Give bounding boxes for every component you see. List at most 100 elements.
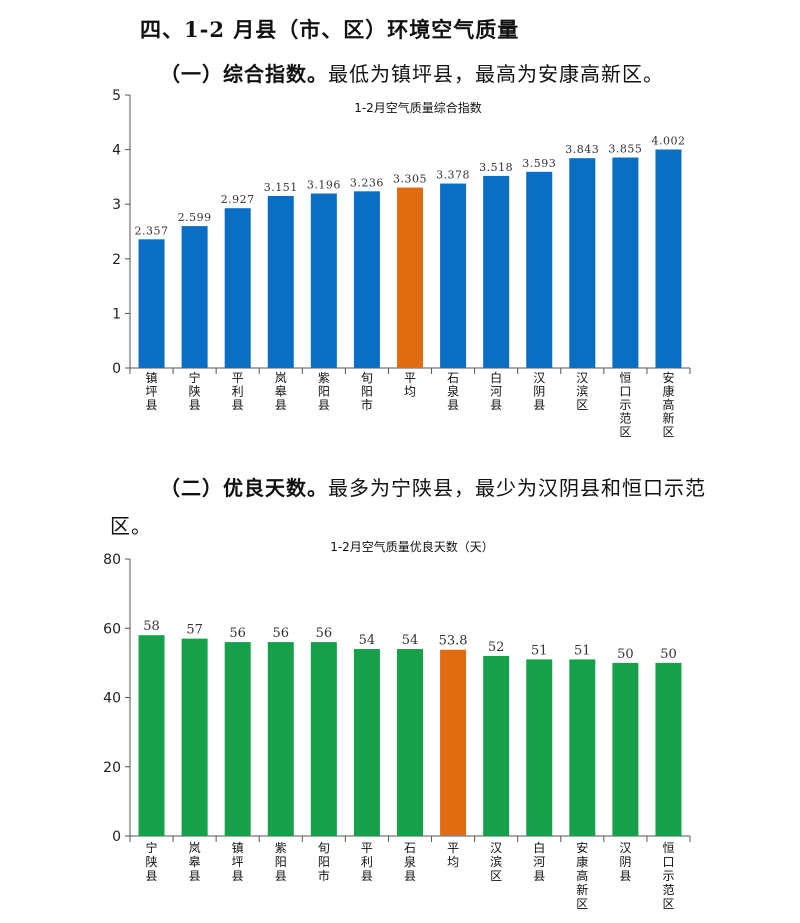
category-label-char: 阳 <box>361 385 373 399</box>
category-label-char: 阳 <box>318 855 330 869</box>
category-label-char: 恒 <box>662 841 674 855</box>
bar <box>655 662 682 836</box>
category-label-char: 区 <box>576 897 588 911</box>
bar <box>353 649 380 836</box>
category-label: 汉阴县 <box>619 841 631 883</box>
category-label-char: 旬 <box>318 841 330 855</box>
data-label: 3.843 <box>565 143 599 156</box>
bar <box>397 649 423 836</box>
category-label-char: 县 <box>533 869 545 883</box>
category-label-char: 镇 <box>232 841 244 855</box>
data-label: 2.357 <box>135 224 169 237</box>
category-label-char: 康 <box>662 384 674 399</box>
category-label-char: 县 <box>189 398 201 412</box>
data-label: 2.599 <box>178 211 212 224</box>
data-label: 2.927 <box>221 193 255 206</box>
category-label-char: 紫 <box>318 371 330 385</box>
y-tick-label: 20 <box>103 760 121 776</box>
category-label: 平利县 <box>232 371 244 412</box>
category-label-char: 阳 <box>275 855 287 869</box>
bar <box>483 175 510 368</box>
bar <box>181 226 208 368</box>
category-label-char: 区 <box>619 425 631 439</box>
category-label-char: 泉 <box>447 385 459 399</box>
category-label-char: 县 <box>318 398 330 412</box>
bar-average <box>440 649 467 836</box>
bar <box>224 642 251 836</box>
category-label: 岚皋县 <box>189 841 201 883</box>
bar <box>138 635 165 836</box>
category-label: 汉滨区 <box>576 371 588 412</box>
data-label: 3.236 <box>350 176 384 189</box>
category-label-char: 示 <box>662 869 674 883</box>
category-label-char: 汉 <box>619 841 631 855</box>
y-tick-label: 1 <box>112 306 121 322</box>
bar <box>483 655 510 836</box>
category-label-char: 市 <box>318 868 330 883</box>
paragraph-label: （二）优良天数。 <box>160 476 328 500</box>
data-label: 53.8 <box>439 634 468 649</box>
category-label-char: 口 <box>619 385 631 399</box>
category-label-char: 康 <box>576 854 588 869</box>
category-label-char: 县 <box>275 869 287 883</box>
category-label-char: 平 <box>447 841 459 855</box>
category-label-char: 口 <box>662 855 674 869</box>
data-label: 58 <box>143 619 160 634</box>
data-label: 3.518 <box>479 161 513 174</box>
bar <box>612 157 639 368</box>
category-label-char: 利 <box>361 855 373 869</box>
category-label-char: 县 <box>619 869 631 883</box>
category-label-char: 恒 <box>619 371 631 385</box>
category-label-char: 陕 <box>146 854 158 869</box>
bar <box>526 171 553 368</box>
category-label-char: 均 <box>404 385 416 399</box>
y-tick-label: 60 <box>103 621 121 637</box>
y-tick-label: 80 <box>103 552 121 568</box>
data-label: 54 <box>359 633 376 648</box>
category-label-char: 安 <box>662 370 674 385</box>
bar <box>224 208 251 368</box>
bar <box>267 195 294 368</box>
category-label-char: 岚 <box>189 841 201 855</box>
chart-title: 1-2月空气质量综合指数 <box>354 100 482 115</box>
category-label: 平均 <box>404 371 416 399</box>
category-label-char: 县 <box>146 869 158 883</box>
category-label-char: 汉 <box>490 841 502 855</box>
category-label-char: 高 <box>662 397 674 412</box>
y-tick-label: 0 <box>112 829 121 845</box>
paragraph-label: （一）综合指数。 <box>160 62 328 86</box>
category-label-char: 县 <box>533 398 545 412</box>
category-label-char: 坪 <box>146 385 158 399</box>
bar <box>353 191 380 368</box>
category-label-char: 区 <box>576 398 588 412</box>
category-label-char: 利 <box>232 385 244 399</box>
category-label-char: 县 <box>232 869 244 883</box>
bar <box>138 239 165 368</box>
category-label-char: 坪 <box>232 855 244 869</box>
category-label-char: 安 <box>576 840 588 855</box>
category-label-char: 滨 <box>490 854 502 869</box>
category-label-char: 河 <box>490 385 502 399</box>
paragraph-good-days: （二）优良天数。最多为宁陕县，最少为汉阴县和恒口示范 <box>160 472 706 501</box>
category-label-char: 区 <box>662 897 674 911</box>
category-label: 汉阴县 <box>533 371 545 412</box>
category-label: 镇坪县 <box>232 841 244 883</box>
category-label-char: 阴 <box>533 385 545 399</box>
category-label-char: 泉 <box>404 855 416 869</box>
category-label-char: 阳 <box>318 385 330 399</box>
category-label: 旬阳市 <box>361 371 373 412</box>
data-label: 51 <box>574 643 591 658</box>
bar <box>310 642 337 836</box>
category-label: 紫阳县 <box>318 371 330 412</box>
category-label: 旬阳市 <box>318 841 330 883</box>
bar <box>310 193 337 368</box>
category-label: 汉滨区 <box>490 841 502 883</box>
data-label: 56 <box>272 626 289 641</box>
data-label: 54 <box>402 633 419 648</box>
category-label-char: 镇 <box>146 371 158 385</box>
category-label-char: 平 <box>361 841 373 855</box>
data-label: 56 <box>229 626 246 641</box>
category-label-char: 滨 <box>576 384 588 399</box>
category-label: 宁陕县 <box>146 840 158 883</box>
data-label: 50 <box>660 647 677 662</box>
